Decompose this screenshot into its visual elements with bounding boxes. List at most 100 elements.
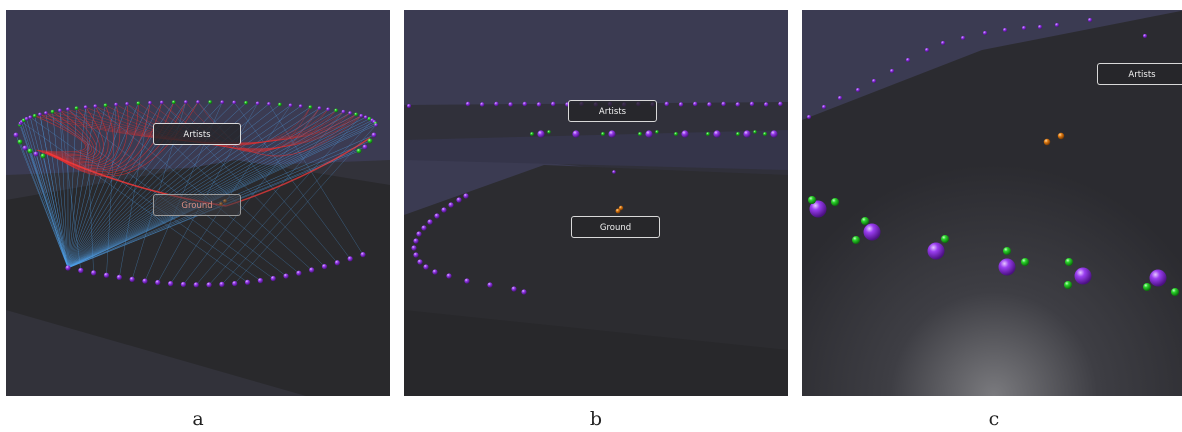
node [413,252,419,258]
node [863,223,881,241]
edge-line [47,106,109,164]
node [464,278,470,284]
node [180,281,187,288]
node [678,102,684,107]
node [136,101,141,106]
edge-line [67,103,139,269]
node [463,193,469,199]
node [638,132,642,136]
node [432,269,438,275]
node [508,102,513,107]
node [354,112,358,117]
node [148,101,152,105]
node [1088,18,1092,22]
node [22,145,28,151]
node [448,202,454,208]
node [941,235,949,243]
node [341,109,346,114]
panel-c-closeup-view: Artists [802,10,1182,396]
node [664,101,669,107]
node [360,252,366,258]
node [736,132,740,136]
panel-a-network-view: Artists Ground [6,10,390,396]
node [78,267,84,274]
node [1143,34,1147,38]
node [66,107,70,112]
node [749,101,755,107]
node [244,101,248,105]
scene-c [802,10,1182,396]
edge-line [44,107,101,161]
node [103,272,110,278]
node [232,280,238,287]
ground-label: Ground [153,194,241,216]
node [356,148,362,154]
node [927,242,945,260]
node [283,273,289,279]
node [1021,258,1029,266]
node [1171,288,1179,296]
node [363,115,368,120]
node [1003,247,1011,255]
edge-line [208,115,362,285]
node [778,101,783,107]
edge-line [46,106,104,162]
node [547,130,551,134]
node [367,116,372,121]
node [421,225,427,231]
node [298,104,303,109]
node [1022,26,1026,30]
node [872,79,876,83]
node [114,102,118,107]
node [808,196,816,204]
node [416,231,422,237]
node [206,282,212,288]
node [74,106,79,110]
node [142,278,148,284]
edge-line [67,105,106,269]
edge-line [24,147,69,269]
node [21,118,26,123]
node [270,275,276,282]
node [193,282,199,288]
node [427,219,433,225]
node [220,100,225,105]
node [334,108,338,113]
node [1057,132,1065,140]
node [255,101,260,106]
node [1038,25,1042,29]
ground-label: Ground [571,216,660,238]
node [125,102,129,106]
node [267,102,271,106]
edge-line [95,105,362,149]
node [374,123,378,127]
node [852,236,860,244]
artists-label: Artists [153,123,241,145]
edge-line [39,114,69,269]
node [417,259,423,265]
node [434,213,440,219]
node [838,96,842,100]
edge-line [95,106,300,274]
node [257,278,263,284]
node [537,130,545,138]
node [446,273,452,279]
node [809,200,827,218]
node [309,267,315,273]
edge-line [67,106,96,269]
edge-line [34,115,86,153]
node [465,101,471,107]
node [423,264,429,270]
edge-line [38,112,90,155]
node [890,69,894,73]
node [1149,269,1167,287]
edge-line [106,104,117,276]
node [278,102,282,107]
edge-line [67,105,291,269]
edge-line [55,102,151,171]
edge-line [21,121,248,283]
node [359,114,364,118]
node [615,208,621,214]
node [347,256,353,262]
node [44,111,48,115]
